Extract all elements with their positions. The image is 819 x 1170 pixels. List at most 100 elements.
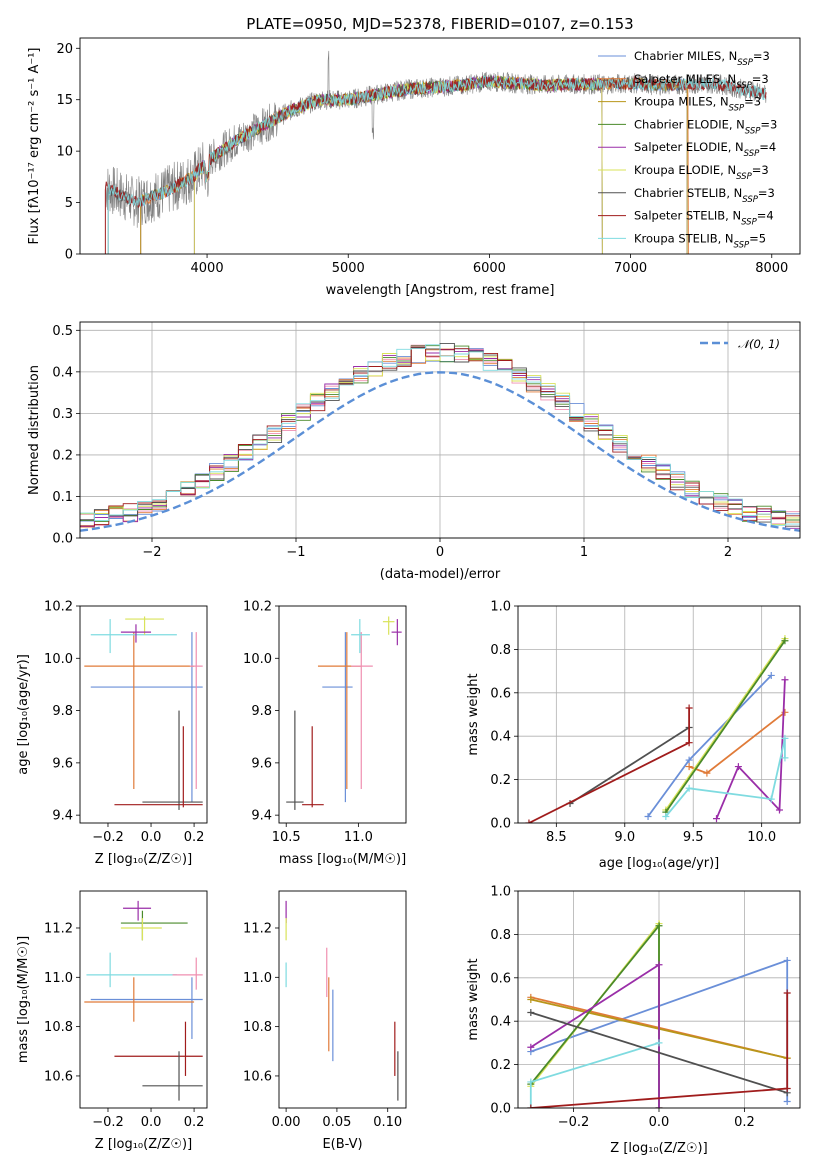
x-tick-label: −0.2	[558, 1115, 590, 1130]
legend-n: =5	[749, 231, 766, 245]
weight-marker	[781, 734, 789, 742]
weight_vs_age-axes	[514, 605, 800, 827]
weight-marker	[781, 708, 789, 716]
age_vs_mass-frame	[278, 605, 407, 824]
x-tick-label: 0.0	[649, 1115, 670, 1130]
legend-label: 𝒩(0, 1)	[738, 337, 780, 351]
legend-n: =3	[753, 49, 770, 63]
x-tick-label: 0.00	[272, 1115, 301, 1130]
histogram-step	[80, 346, 800, 526]
weight_vs_age-xlabel: age [log₁₀(age/yr)]	[599, 856, 720, 871]
weight-series-line	[530, 920, 660, 1108]
y-tick-label: 10.0	[44, 652, 73, 667]
spectrum-frame	[79, 37, 801, 255]
residuals-xlabel: (data-model)/error	[380, 567, 501, 582]
spectrum-plot	[104, 50, 767, 254]
weight-marker	[783, 989, 791, 997]
x-tick-label: 0.05	[322, 1115, 351, 1130]
spectrum-axes	[76, 47, 773, 258]
y-tick-label: 0.0	[52, 532, 73, 547]
weight-marker	[781, 637, 789, 645]
weight_vs_Z-ylabel: mass weight	[466, 958, 481, 1040]
y-tick-label: 10.8	[44, 1020, 73, 1035]
age_vs_Z-frame	[79, 605, 208, 824]
x-tick-label: 10.5	[272, 830, 301, 845]
x-tick-label: 0.0	[141, 1115, 162, 1130]
weight_vs_Z-axes	[514, 890, 800, 1112]
x-tick-label: 0	[436, 545, 444, 560]
legend-label: Salpeter ELODIE, NSSP=4	[634, 140, 776, 159]
weight-marker	[767, 671, 775, 679]
spectrum-xlabel: wavelength [Angstrom, rest frame]	[326, 283, 555, 298]
weight-marker	[703, 769, 711, 777]
spectrum-ylabel: Flux [fλ10⁻¹⁷ erg cm⁻² s⁻¹ A⁻¹]	[27, 48, 42, 245]
mass_vs_EBV-axes	[275, 927, 389, 1112]
age_vs_Z-plot	[84, 616, 203, 810]
y-tick-label: 0	[65, 248, 73, 263]
y-tick-label: 1.0	[490, 885, 511, 900]
weight-series-line	[688, 711, 786, 775]
mass_vs_Z-plot	[84, 900, 203, 1101]
y-tick-label: 0.4	[490, 730, 511, 745]
weight-marker	[783, 1084, 791, 1092]
y-tick-label: 0.0	[490, 817, 511, 832]
mass_vs_Z-ylabel: mass [log₁₀(M/M☉)]	[16, 936, 31, 1063]
legend-n: =4	[757, 209, 774, 223]
x-tick-label: 6000	[473, 261, 506, 276]
y-tick-label: 0.4	[490, 1015, 511, 1030]
y-tick-label: 10	[56, 145, 73, 160]
weight-marker	[527, 1009, 535, 1017]
weight-marker	[655, 922, 663, 930]
y-tick-label: 0.1	[52, 490, 73, 505]
y-tick-label: 11.2	[243, 921, 272, 936]
weight-marker	[527, 1078, 535, 1086]
x-tick-label: 0.2	[184, 830, 205, 845]
legend-label: Kroupa STELIB, NSSP=5	[634, 231, 766, 250]
weight-marker	[783, 1097, 791, 1105]
y-tick-label: 5	[65, 196, 73, 211]
weight-series-line	[715, 679, 786, 820]
age_vs_Z-ylabel: age [log₁₀(age/yr)]	[16, 654, 31, 775]
mass_vs_Z-frame	[79, 890, 208, 1109]
spectrum-model-line	[193, 76, 603, 254]
weight_vs_age-plot	[525, 635, 789, 823]
legend-n: =3	[758, 186, 775, 200]
weight-series-line	[569, 726, 690, 805]
legend-label: Chabrier STELIB, NSSP=3	[634, 186, 775, 205]
legend-subscript: SSP	[734, 240, 750, 250]
weight-marker	[767, 795, 775, 803]
x-tick-label: 0.10	[373, 1115, 402, 1130]
weight-series-line	[530, 963, 660, 1108]
age_vs_mass-axes	[275, 605, 359, 827]
age_vs_Z-xlabel: Z [log₁₀(Z/Z☉)]	[95, 852, 192, 867]
weight-marker	[662, 812, 670, 820]
age_vs_Z-axes	[76, 605, 195, 827]
y-tick-label: 20	[56, 42, 73, 57]
y-tick-label: 11.0	[44, 971, 73, 986]
legend-n: =3	[752, 163, 769, 177]
weight-marker	[527, 996, 535, 1003]
y-tick-label: 0.6	[490, 686, 511, 701]
y-tick-label: 10.2	[44, 600, 73, 615]
residuals-axes	[76, 322, 800, 542]
x-tick-label: −0.2	[92, 1115, 124, 1130]
weight-marker	[781, 754, 789, 762]
spectrum-model-line	[107, 75, 766, 254]
y-tick-label: 0.5	[52, 324, 73, 339]
spectrum-model-line	[140, 76, 688, 254]
weight-marker	[525, 819, 533, 823]
gaussian-curve	[80, 371, 800, 532]
y-tick-label: 9.4	[52, 809, 73, 824]
y-tick-label: 15	[56, 93, 73, 108]
y-tick-label: 0.2	[490, 1058, 511, 1073]
spectrum-model-line	[193, 74, 603, 254]
y-tick-label: 0.2	[490, 773, 511, 788]
x-tick-label: 8.5	[546, 830, 567, 845]
mass_vs_Z-axes	[76, 927, 195, 1112]
x-tick-label: −1	[286, 545, 305, 560]
legend-label: Chabrier MILES, NSSP=3	[634, 49, 770, 68]
age_vs_mass-xlabel: mass [log₁₀(M/M☉)]	[279, 852, 406, 867]
x-tick-label: 0.0	[141, 830, 162, 845]
legend-n: =3	[752, 72, 769, 86]
